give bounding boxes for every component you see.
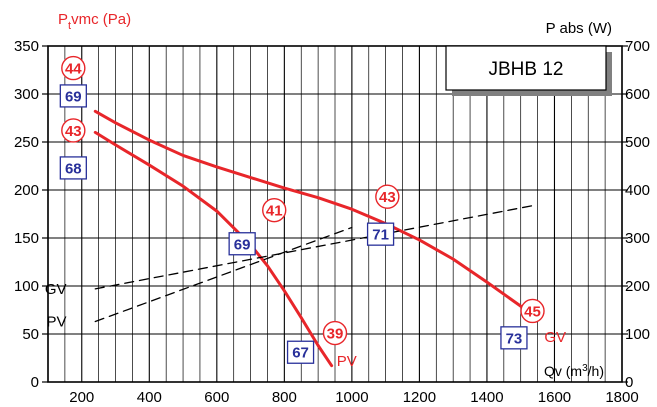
series-line-power-gv [94, 204, 535, 290]
y-left-label-rest: vmc (Pa) [71, 11, 131, 28]
markers: 44 43 41 43 39 45 69 68 69 71 67 73 [59, 55, 545, 364]
series-line-pressure-gv [93, 109, 540, 322]
y-left-tick-label: 350 [14, 38, 39, 55]
sound-power-marker [61, 55, 86, 81]
y-right-tick-label: 0 [625, 374, 633, 391]
title-box-label: JBHB 12 [489, 59, 564, 80]
sound-power-marker [375, 184, 400, 209]
y-left-tick-label: 150 [14, 230, 39, 247]
sound-power-marker [61, 118, 86, 143]
y-left-tick-label: 50 [22, 326, 39, 343]
sound-pressure-marker [286, 340, 315, 364]
series: GV PV PV GV [45, 109, 566, 370]
x-tick-label: 1200 [403, 389, 436, 406]
sound-pressure-value: 67 [292, 345, 309, 362]
y-left-tick-label: 0 [31, 374, 39, 391]
x-tick-label: 1800 [605, 389, 638, 406]
sound-power-value: 43 [65, 123, 82, 140]
sound-power-value: 41 [266, 203, 283, 220]
sound-power-value: 39 [327, 326, 344, 343]
series-label: GV [45, 281, 67, 298]
sound-pressure-value: 68 [65, 160, 82, 177]
y-right-tick-label: 400 [625, 182, 650, 199]
y-right-tick-label: 200 [625, 278, 650, 295]
x-tick-label: 1400 [470, 389, 503, 406]
x-label-rest: /h) [588, 363, 604, 379]
sound-power-marker [262, 197, 287, 223]
x-tick-label: 600 [204, 389, 229, 406]
series-label: GV [544, 329, 566, 346]
x-tick-label: 800 [272, 389, 297, 406]
x-tick-label: 1600 [538, 389, 571, 406]
x-label-main: Qv (m [544, 363, 582, 379]
title-box [445, 45, 607, 91]
y-axis-right-label: P abs (W) [546, 20, 612, 37]
x-tick-label: 400 [137, 389, 162, 406]
sound-power-marker [322, 320, 348, 346]
y-right-tick-label: 600 [625, 86, 650, 103]
x-label-sup: 3 [582, 363, 588, 374]
y-left-label-sub: t [68, 20, 71, 32]
x-axis-label: Qv (m3/h) [544, 363, 604, 379]
plot-frame [47, 45, 623, 383]
y-right-tick-label: 300 [625, 230, 650, 247]
sound-power-value: 45 [524, 303, 541, 320]
grid [47, 45, 623, 383]
y-right-tick-label: 500 [625, 134, 650, 151]
sound-power-value: 43 [379, 189, 396, 206]
x-tick-label: 200 [69, 389, 94, 406]
series-label: PV [337, 353, 357, 370]
y-left-tick-label: 250 [14, 134, 39, 151]
sound-pressure-value: 69 [65, 88, 82, 105]
sound-pressure-value: 69 [234, 236, 251, 253]
sound-pressure-marker [228, 232, 256, 256]
sound-power-value: 44 [65, 61, 82, 78]
axes: 0 50 100 150 200 250 300 350 0 100 200 300 400 500 600… [14, 38, 650, 406]
sound-pressure-marker [59, 84, 87, 108]
y-left-tick-label: 200 [14, 182, 39, 199]
y-left-tick-label: 300 [14, 86, 39, 103]
sound-pressure-marker [500, 326, 528, 350]
sound-pressure-marker [59, 156, 87, 180]
series-label: PV [47, 314, 67, 331]
sound-pressure-value: 71 [372, 227, 389, 244]
y-left-tick-label: 100 [14, 278, 39, 295]
x-tick-label: 1000 [335, 389, 368, 406]
y-left-label-main: P [58, 11, 68, 28]
y-right-tick-label: 700 [625, 38, 650, 55]
y-axis-left-label: Ptvmc (Pa) [58, 11, 131, 32]
sound-pressure-value: 73 [506, 330, 523, 347]
series-line-power-pv [94, 226, 353, 323]
sound-power-marker [520, 298, 545, 324]
sound-pressure-marker [366, 222, 395, 246]
y-right-tick-label: 100 [625, 326, 650, 343]
